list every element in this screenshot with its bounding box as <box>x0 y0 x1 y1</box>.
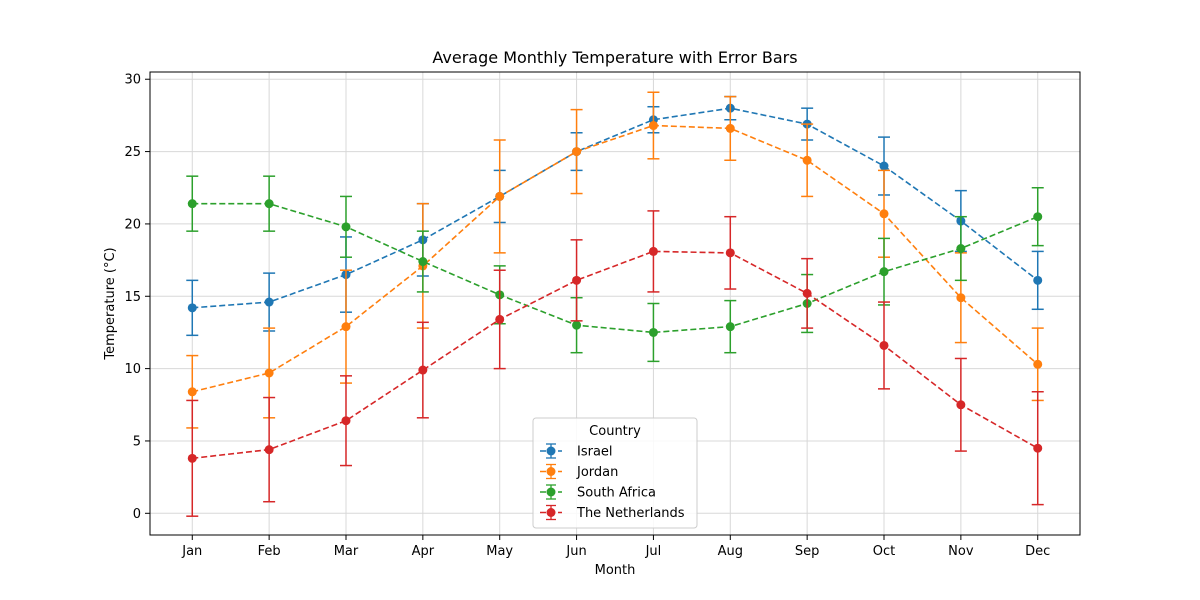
data-point <box>572 320 582 330</box>
legend: Country Israel Jordan South Africa The Neth… <box>532 417 698 529</box>
data-point <box>264 368 274 378</box>
y-tick-label: 15 <box>124 290 141 305</box>
data-point <box>802 288 812 298</box>
x-tick-label: Dec <box>1025 544 1050 559</box>
legend-marker <box>546 487 556 497</box>
legend-label: Israel <box>577 445 613 460</box>
y-axis-title: Temperature (°C) <box>103 247 118 360</box>
x-axis: Jan Feb Mar Apr May Jun Jul Aug Sep Oct Nov Dec <box>181 535 1050 559</box>
data-point <box>879 340 889 350</box>
data-point <box>341 322 351 332</box>
data-point <box>418 257 428 267</box>
x-tick-label: May <box>486 544 513 559</box>
data-point <box>1033 275 1043 285</box>
data-point <box>879 267 889 277</box>
y-axis: 0 5 10 15 20 25 30 <box>124 73 150 522</box>
data-point <box>648 121 658 131</box>
data-point <box>187 387 197 397</box>
data-point <box>648 327 658 337</box>
data-point <box>264 297 274 307</box>
legend-label: The Netherlands <box>576 506 685 521</box>
series-line <box>192 250 1039 460</box>
series-line <box>192 107 1039 309</box>
x-tick-label: Apr <box>412 544 435 559</box>
series-line <box>192 202 1039 334</box>
legend-item: South Africa <box>540 484 656 501</box>
y-tick-label: 20 <box>124 217 141 232</box>
chart-title: Average Monthly Temperature with Error B… <box>432 48 797 67</box>
x-tick-label: Jan <box>181 544 202 559</box>
series-the-netherlands <box>186 210 1044 517</box>
y-tick-label: 5 <box>133 434 141 449</box>
data-point <box>725 248 735 258</box>
legend-marker <box>546 446 556 456</box>
data-point <box>802 155 812 165</box>
data-point <box>187 303 197 313</box>
x-tick-label: Nov <box>948 544 974 559</box>
y-tick-label: 0 <box>133 507 141 522</box>
data-point <box>341 222 351 232</box>
data-point <box>187 199 197 209</box>
data-point <box>572 275 582 285</box>
x-tick-label: Jun <box>565 544 586 559</box>
x-tick-label: Mar <box>334 544 359 559</box>
data-point <box>648 246 658 256</box>
y-tick-label: 30 <box>124 73 141 88</box>
series-south-africa <box>186 175 1044 363</box>
data-point <box>879 161 889 171</box>
y-tick-label: 10 <box>124 362 141 377</box>
legend-items: Israel Jordan South Africa The Netherlands <box>540 443 685 521</box>
data-point <box>1033 443 1043 453</box>
series-line <box>192 124 1039 393</box>
series-israel <box>186 95 1044 337</box>
legend-item: The Netherlands <box>540 504 685 521</box>
data-point <box>572 147 582 157</box>
legend-marker <box>546 467 556 476</box>
data-point <box>1033 212 1043 222</box>
series-layer <box>186 91 1044 517</box>
data-point <box>264 445 274 455</box>
data-point <box>418 365 428 375</box>
data-point <box>956 400 966 410</box>
data-point <box>187 453 197 463</box>
data-point <box>495 191 505 201</box>
legend-item: Israel <box>540 443 613 460</box>
data-point <box>495 314 505 324</box>
legend-item: Jordan <box>540 463 618 480</box>
legend-marker <box>546 508 556 517</box>
legend-label: Jordan <box>576 465 618 480</box>
x-axis-title: Month <box>595 563 636 578</box>
x-tick-label: Sep <box>795 544 820 559</box>
data-point <box>725 322 735 332</box>
data-point <box>956 244 966 254</box>
legend-title: Country <box>589 424 641 439</box>
legend-label: South Africa <box>577 486 656 501</box>
data-point <box>725 123 735 133</box>
x-tick-label: Jul <box>645 544 662 559</box>
legend-frame <box>532 417 698 529</box>
plot-frame <box>149 71 1081 536</box>
data-point <box>879 209 889 219</box>
data-point <box>264 199 274 209</box>
data-point <box>1033 359 1043 369</box>
x-tick-label: Oct <box>873 544 895 559</box>
data-point <box>956 293 966 303</box>
y-tick-label: 25 <box>124 145 141 160</box>
data-point <box>341 416 351 426</box>
series-jordan <box>186 91 1044 429</box>
x-tick-label: Feb <box>258 544 281 559</box>
x-tick-label: Aug <box>718 544 743 559</box>
